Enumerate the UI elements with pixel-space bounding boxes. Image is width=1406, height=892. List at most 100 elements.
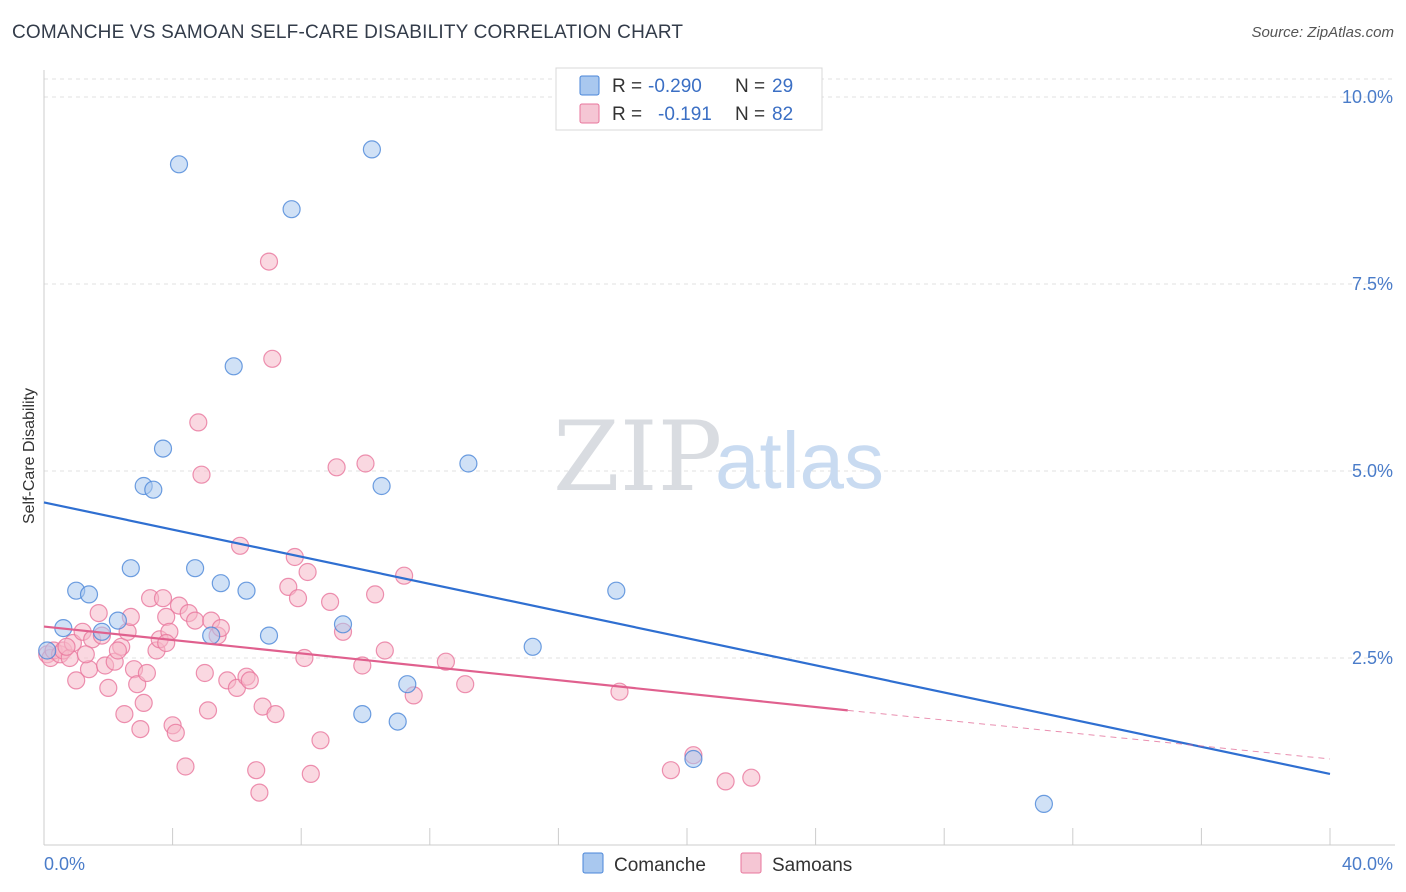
legend-swatch-samoans — [579, 103, 600, 124]
point-comanche-11 — [186, 559, 205, 578]
point-samoans-37 — [189, 413, 208, 432]
axes — [43, 70, 1395, 846]
point-samoans-22 — [131, 719, 150, 739]
point-samoans-24 — [137, 663, 156, 683]
point-comanche-9 — [153, 439, 173, 458]
bottom-legend: Comanche Samoans — [582, 852, 852, 876]
point-samoans-75 — [742, 768, 761, 787]
point-comanche-24 — [459, 454, 478, 473]
chart-title: COMANCHE VS SAMOAN SELF-CARE DISABILITY … — [12, 22, 684, 43]
point-comanche-5 — [108, 611, 128, 630]
legend-n-label-comanche: N = — [735, 76, 765, 97]
point-samoans-64 — [356, 454, 375, 473]
grid-lines — [44, 78, 1395, 659]
y-tick-label-1: 5.0% — [1352, 461, 1393, 481]
point-samoans-60 — [321, 592, 340, 612]
point-samoans-65 — [366, 585, 385, 604]
x-tick-label-1: 40.0% — [1342, 854, 1393, 874]
point-samoans-39 — [198, 701, 218, 720]
point-samoans-9 — [79, 660, 99, 679]
y-axis-label: Self-Care Disability — [21, 388, 38, 524]
point-comanche-15 — [237, 581, 256, 600]
point-samoans-36 — [186, 611, 205, 630]
point-comanche-3 — [79, 585, 99, 604]
legend-r-value-samoans: -0.191 — [658, 104, 712, 125]
point-samoans-70 — [456, 675, 475, 694]
point-comanche-0 — [38, 641, 57, 660]
watermark-zip: ZIP — [553, 401, 722, 513]
legend-n-label-samoans: N = — [735, 104, 765, 125]
point-samoans-11 — [89, 603, 108, 623]
legend-swatch-comanche — [579, 75, 600, 96]
point-comanche-14 — [224, 357, 243, 376]
point-comanche-18 — [333, 615, 353, 634]
point-comanche-27 — [684, 749, 703, 769]
point-samoans-81 — [240, 671, 259, 690]
point-samoans-38 — [195, 663, 214, 683]
point-samoans-14 — [99, 678, 118, 698]
point-samoans-55 — [288, 589, 308, 608]
point-samoans-52 — [266, 704, 285, 724]
data-points — [38, 140, 1054, 814]
point-samoans-66 — [375, 641, 394, 660]
point-samoans-17 — [115, 704, 134, 724]
point-comanche-19 — [353, 704, 372, 724]
point-samoans-7 — [67, 671, 86, 690]
point-samoans-34 — [176, 757, 195, 776]
point-comanche-6 — [121, 559, 140, 578]
trend-lines — [43, 501, 1331, 776]
y-tick-label-3: 10.0% — [1342, 87, 1393, 107]
legend-r-value-comanche: -0.290 — [648, 76, 702, 97]
point-comanche-13 — [211, 574, 230, 593]
point-comanche-25 — [523, 637, 542, 656]
point-samoans-80 — [108, 641, 128, 660]
watermark-atlas: atlas — [715, 416, 884, 505]
point-comanche-10 — [169, 155, 189, 174]
point-comanche-21 — [372, 476, 391, 496]
bottom-legend-swatch-comanche — [582, 852, 604, 874]
point-samoans-57 — [298, 562, 317, 582]
point-samoans-28 — [153, 589, 173, 608]
bottom-legend-label-comanche: Comanche — [614, 855, 706, 876]
watermark: ZIP atlas — [553, 401, 884, 513]
point-samoans-77 — [157, 633, 176, 653]
point-samoans-69 — [436, 652, 455, 671]
point-comanche-23 — [398, 675, 417, 694]
point-comanche-12 — [202, 626, 221, 645]
x-tick-label-0: 0.0% — [44, 854, 85, 874]
point-samoans-47 — [247, 761, 266, 780]
point-samoans-32 — [166, 723, 185, 742]
legend-n-value-samoans: 82 — [772, 104, 793, 125]
source-credit: Source: ZipAtlas.com — [1251, 24, 1394, 41]
trend-line-comanche — [43, 501, 1331, 776]
point-samoans-50 — [259, 252, 279, 271]
tick-labels: 2.5% 5.0% 7.5% 10.0% 0.0% 40.0% — [44, 87, 1393, 874]
point-samoans-79 — [57, 637, 76, 656]
point-samoans-51 — [263, 349, 282, 368]
point-samoans-72 — [661, 761, 681, 780]
point-samoans-48 — [250, 783, 269, 802]
point-samoans-23 — [134, 693, 153, 713]
bottom-legend-label-samoans: Samoans — [772, 855, 852, 876]
trend-line-samoans-extension — [847, 709, 1331, 760]
legend-r-label-comanche: R = — [612, 76, 642, 97]
y-tick-label-2: 7.5% — [1352, 274, 1393, 294]
point-comanche-28 — [1034, 794, 1054, 814]
bottom-legend-swatch-samoans — [740, 852, 762, 874]
point-samoans-58 — [301, 764, 320, 784]
point-comanche-20 — [362, 140, 381, 159]
trend-line-samoans — [43, 625, 848, 712]
point-comanche-16 — [259, 626, 279, 645]
point-samoans-59 — [311, 731, 330, 750]
point-samoans-76 — [192, 465, 211, 484]
point-comanche-8 — [144, 480, 163, 499]
legend: R = -0.290 N = 29 R = -0.191 N = 82 — [555, 67, 823, 131]
point-samoans-74 — [716, 772, 735, 791]
legend-n-value-comanche: 29 — [772, 76, 793, 97]
point-samoans-78 — [76, 645, 95, 664]
y-tick-label-0: 2.5% — [1352, 648, 1393, 668]
legend-r-label-samoans: R = — [612, 104, 642, 125]
point-comanche-17 — [282, 200, 301, 219]
point-samoans-67 — [395, 566, 414, 585]
